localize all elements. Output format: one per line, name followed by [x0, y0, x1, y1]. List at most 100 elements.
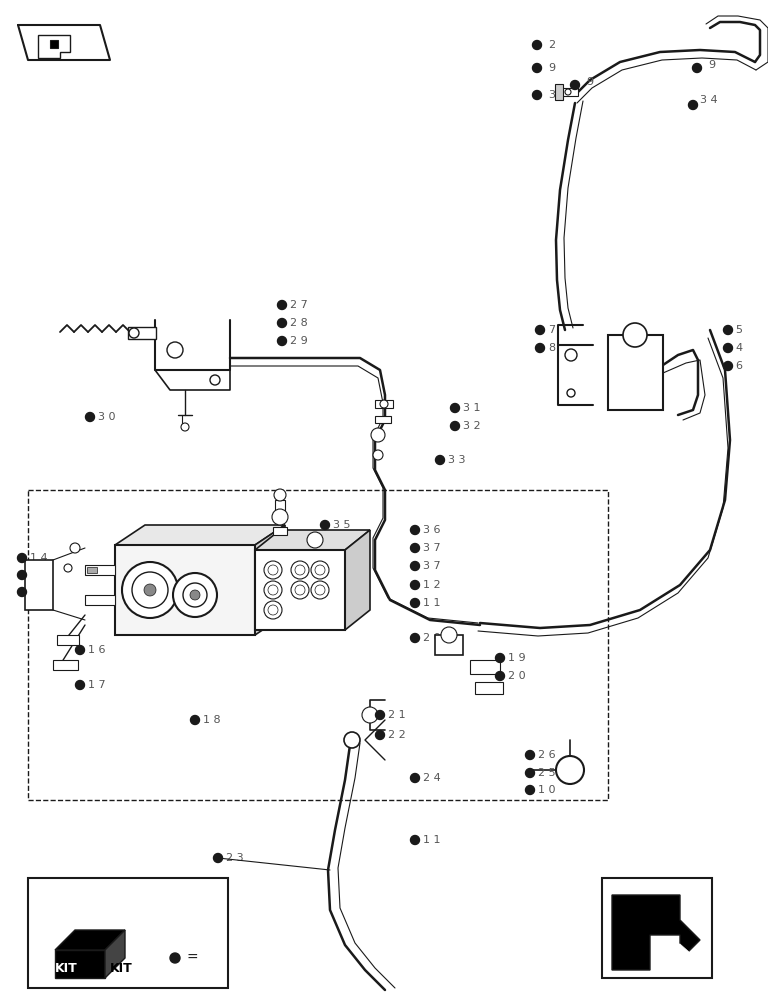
Circle shape — [495, 654, 505, 662]
Circle shape — [272, 509, 288, 525]
Circle shape — [362, 707, 378, 723]
Text: 1 2: 1 2 — [423, 580, 441, 590]
Text: 3 6: 3 6 — [423, 525, 441, 535]
Text: 3 0: 3 0 — [98, 412, 115, 422]
Circle shape — [556, 756, 584, 784]
Circle shape — [723, 326, 733, 334]
Text: 2 5: 2 5 — [538, 768, 555, 778]
Circle shape — [132, 572, 168, 608]
Polygon shape — [55, 930, 125, 950]
Circle shape — [170, 953, 180, 963]
Circle shape — [532, 64, 541, 73]
Polygon shape — [612, 895, 700, 970]
Circle shape — [525, 786, 535, 794]
Circle shape — [264, 581, 282, 599]
Circle shape — [376, 710, 385, 720]
Bar — [87, 567, 97, 573]
Circle shape — [451, 422, 459, 430]
Bar — [273, 527, 287, 535]
Circle shape — [85, 412, 94, 422]
Circle shape — [181, 423, 189, 431]
Text: 3 7: 3 7 — [423, 543, 441, 553]
Text: 6: 6 — [735, 361, 742, 371]
Circle shape — [75, 646, 84, 654]
Circle shape — [268, 605, 278, 615]
Circle shape — [411, 598, 419, 607]
Circle shape — [210, 375, 220, 385]
Text: 2 8: 2 8 — [290, 318, 308, 328]
Text: 2 4: 2 4 — [423, 773, 441, 783]
Circle shape — [373, 450, 383, 460]
Text: 2 0: 2 0 — [423, 633, 441, 643]
Circle shape — [411, 836, 419, 844]
Polygon shape — [345, 530, 370, 630]
Bar — [565, 758, 575, 768]
Text: 2 3: 2 3 — [226, 853, 243, 863]
Bar — [85, 595, 115, 605]
Text: 1 8: 1 8 — [203, 715, 220, 725]
Text: 2 7: 2 7 — [290, 300, 308, 310]
Text: 1 6: 1 6 — [88, 645, 105, 655]
Bar — [555, 84, 563, 100]
Text: 3 7: 3 7 — [423, 561, 441, 571]
Text: 2 6: 2 6 — [538, 750, 555, 760]
Text: 3 2: 3 2 — [463, 421, 481, 431]
Circle shape — [435, 456, 445, 464]
Circle shape — [274, 489, 286, 501]
Text: 1 9: 1 9 — [508, 653, 525, 663]
Bar — [25, 560, 53, 610]
Circle shape — [183, 583, 207, 607]
Circle shape — [268, 565, 278, 575]
Bar — [255, 550, 345, 630]
Circle shape — [167, 342, 183, 358]
Circle shape — [307, 532, 323, 548]
Circle shape — [291, 581, 309, 599]
Polygon shape — [55, 950, 105, 978]
Text: 2 2: 2 2 — [388, 730, 406, 740]
Text: 3 4: 3 4 — [700, 95, 717, 105]
Bar — [375, 416, 391, 423]
Circle shape — [532, 40, 541, 49]
Bar — [470, 660, 500, 674]
Bar — [85, 565, 115, 575]
Text: 7: 7 — [548, 325, 555, 335]
Circle shape — [411, 774, 419, 782]
Circle shape — [565, 89, 571, 95]
Circle shape — [64, 564, 72, 572]
Text: 3 3: 3 3 — [448, 455, 465, 465]
Circle shape — [532, 91, 541, 100]
Circle shape — [371, 428, 385, 442]
Circle shape — [380, 400, 388, 408]
Bar — [57, 635, 79, 645]
Polygon shape — [38, 35, 70, 58]
Circle shape — [264, 561, 282, 579]
Bar — [115, 545, 255, 635]
Text: 1 7: 1 7 — [88, 680, 106, 690]
Circle shape — [344, 732, 360, 748]
Circle shape — [129, 328, 139, 338]
Circle shape — [525, 768, 535, 778]
Circle shape — [190, 716, 200, 724]
Circle shape — [411, 544, 419, 552]
Circle shape — [688, 101, 697, 109]
Bar — [275, 500, 285, 520]
Text: 8: 8 — [548, 343, 555, 353]
Circle shape — [525, 750, 535, 760]
Circle shape — [173, 573, 217, 617]
Circle shape — [295, 565, 305, 575]
Circle shape — [70, 543, 80, 553]
Circle shape — [75, 680, 84, 690]
Circle shape — [190, 590, 200, 600]
Polygon shape — [655, 944, 698, 968]
Circle shape — [214, 854, 223, 862]
Bar — [435, 635, 463, 655]
Circle shape — [411, 562, 419, 570]
Circle shape — [122, 562, 178, 618]
Text: 1 4: 1 4 — [30, 553, 48, 563]
Bar — [560, 88, 578, 96]
Text: 3 5: 3 5 — [333, 520, 350, 530]
Text: 1 0: 1 0 — [538, 785, 555, 795]
Text: 9: 9 — [586, 77, 593, 87]
Text: 2: 2 — [548, 40, 555, 50]
Bar — [475, 682, 503, 694]
